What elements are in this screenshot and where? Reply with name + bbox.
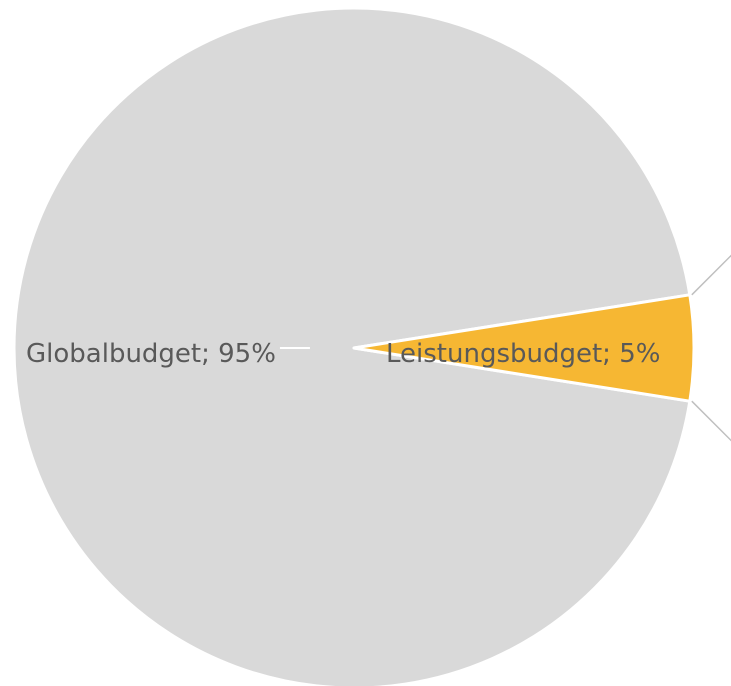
label-connector [279, 347, 310, 349]
leader-lines [279, 254, 731, 442]
pie-slice-leistungsbudget [352, 293, 696, 403]
pie-slice-globalbudget [12, 6, 692, 686]
slice-label-globalbudget: Globalbudget; 95% [26, 339, 276, 369]
slice-label-leistungsbudget: Leistungsbudget; 5% [386, 339, 660, 369]
leader-line-1 [691, 254, 731, 296]
slice-labels: Globalbudget; 95% Leistungsbudget; 5% [26, 339, 660, 369]
pie-slices [12, 6, 696, 686]
leader-line-2 [691, 400, 731, 442]
